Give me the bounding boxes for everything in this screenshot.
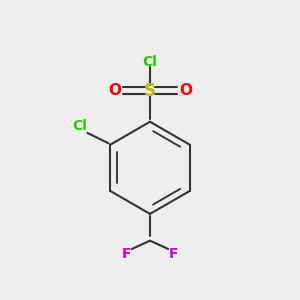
Text: F: F [122, 247, 131, 261]
Text: Cl: Cl [73, 119, 87, 134]
Text: F: F [169, 247, 178, 261]
Text: S: S [144, 82, 156, 100]
Text: O: O [108, 83, 121, 98]
Text: O: O [179, 83, 192, 98]
Text: Cl: Cl [142, 55, 158, 69]
